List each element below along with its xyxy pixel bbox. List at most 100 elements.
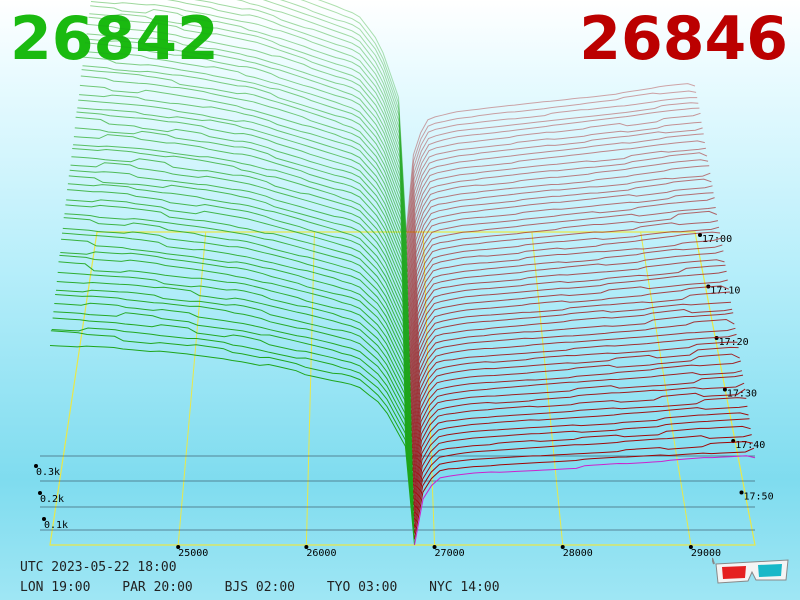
bid-depth-line <box>77 107 411 363</box>
ask-depth-line <box>413 418 750 517</box>
time-tick-mark <box>698 233 702 237</box>
ask-depth-line <box>409 250 724 381</box>
ask-depth-line <box>410 291 730 415</box>
ask-depth-line <box>413 434 752 528</box>
bid-depth-line <box>71 156 412 403</box>
bid-depth-line <box>63 217 413 454</box>
ask-depth-line <box>412 397 747 500</box>
bid-depth-line <box>79 94 410 352</box>
ask-depth-line <box>407 165 710 307</box>
timezone-tyo: TYO 03:00 <box>326 580 398 595</box>
bid-depth-line <box>64 213 413 449</box>
bid-depth-line <box>87 23 409 295</box>
ask-depth-line <box>407 140 705 284</box>
ask-depth-line <box>411 341 738 454</box>
bid-depth-line <box>84 42 409 312</box>
ask-depth-line <box>406 127 703 272</box>
depth-tick-label: 0.3k <box>36 467 60 478</box>
bid-depth-line <box>52 317 415 528</box>
ask-depth-line <box>410 264 726 392</box>
bid-depth-line <box>76 111 411 369</box>
bid-depth-line <box>236 0 408 255</box>
bid-depth-line <box>317 0 407 233</box>
bid-depth-line <box>56 281 414 500</box>
timezone-lon: LON 19:00 <box>20 580 91 595</box>
bid-depth-line <box>194 0 408 261</box>
ask-depth-line <box>409 231 721 363</box>
ask-depth-line <box>412 370 743 477</box>
ask-depth-line <box>406 97 698 244</box>
price-tick-label: 25000 <box>178 548 208 559</box>
bid-depth-line <box>79 84 410 346</box>
bid-depth-line <box>55 294 415 511</box>
ask-depth-line <box>408 207 716 341</box>
ask-depth-line <box>413 425 751 523</box>
bid-depth-line <box>167 0 408 267</box>
time-tick-label: 17:30 <box>727 389 757 400</box>
ask-depth-line <box>407 147 706 289</box>
price-gridline <box>305 231 315 546</box>
3d-glasses-icon[interactable] <box>712 554 792 590</box>
floor-frame <box>49 231 756 546</box>
time-tick-mark <box>722 387 727 392</box>
ask-depth-line <box>406 102 699 250</box>
ask-depth-line <box>411 318 735 437</box>
bid-depth-line <box>51 327 415 534</box>
ask-depth-line <box>413 412 749 511</box>
ask-depth-line <box>413 441 753 534</box>
depth-tick-mark <box>34 464 38 468</box>
timezone-par: PAR 20:00 <box>122 580 193 595</box>
bid-depth-line <box>78 99 411 358</box>
ask-depth-line <box>406 133 704 278</box>
price-tick-mark <box>304 545 309 549</box>
ask-depth-line <box>411 353 740 466</box>
ask-depth-line <box>410 279 728 403</box>
time-tick-label: 17:40 <box>735 440 765 451</box>
ask-depth-line <box>409 244 723 375</box>
timezone-row: LON 19:00 PAR 20:00 BJS 02:00 TYO 03:00 … <box>20 580 524 595</box>
bid-depth-line <box>70 162 412 409</box>
bid-depth-line <box>74 127 411 381</box>
ask-depth-line <box>406 107 700 255</box>
price-tick-label: 26000 <box>306 548 336 559</box>
ask-depth-line <box>412 374 744 483</box>
depth-tick-label: 0.1k <box>44 520 68 531</box>
bid-depth-line <box>49 345 415 546</box>
bid-depth-line <box>60 251 414 477</box>
ask-depth-line <box>409 237 722 369</box>
timezone-bjs: BJS 02:00 <box>224 580 296 595</box>
bid-depth-line <box>62 227 413 460</box>
timezone-nyc: NYC 14:00 <box>429 580 500 595</box>
bid-depth-line <box>86 33 409 301</box>
ask-depth-line <box>408 197 715 335</box>
bid-depth-line <box>54 302 415 517</box>
bid-depth-line <box>85 38 409 307</box>
ask-depth-line <box>411 312 734 432</box>
ask-depth-line <box>412 388 746 494</box>
bid-depth-line <box>66 199 413 437</box>
price-tick-label: 27000 <box>435 548 465 559</box>
ask-depth-line <box>411 333 737 449</box>
ask-depth-line <box>408 192 714 329</box>
time-tick-label: 17:50 <box>744 492 774 503</box>
depth-tick-mark <box>38 491 42 495</box>
depth-tick-label: 0.2k <box>40 494 64 505</box>
bid-depth-line <box>61 232 413 466</box>
ask-depth-line <box>409 226 720 358</box>
ask-depth-line <box>413 447 755 540</box>
depth-tick-mark <box>42 517 46 521</box>
price-tick-mark <box>176 545 181 549</box>
ask-depth-line <box>405 90 697 238</box>
bid-depth-line <box>84 51 409 318</box>
price-gridline <box>640 231 692 546</box>
ask-depth-line <box>410 270 727 398</box>
price-gridline <box>177 231 207 546</box>
ask-depth-line <box>408 178 712 318</box>
ask-depth-line <box>410 285 729 409</box>
ask-depth-line <box>409 259 725 386</box>
ask-depth-line <box>412 382 745 489</box>
ask-price: 26846 <box>579 4 788 74</box>
bid-depth-line <box>58 261 414 489</box>
price-tick-mark <box>688 545 693 549</box>
